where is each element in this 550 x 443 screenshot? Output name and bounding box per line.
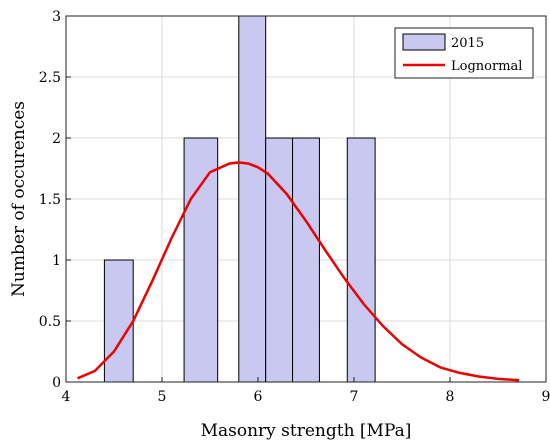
histogram-bar-1 bbox=[184, 138, 218, 382]
y-axis-label: Number of occurences bbox=[9, 101, 29, 297]
x-tick-label-2: 6 bbox=[254, 389, 263, 405]
x-tick-label-4: 8 bbox=[446, 389, 455, 405]
x-axis-label: Masonry strength [MPa] bbox=[201, 421, 412, 441]
legend: 2015 Lognormal bbox=[395, 28, 533, 78]
histogram-bar-4 bbox=[293, 138, 320, 382]
y-tick-label-0: 0 bbox=[52, 375, 61, 391]
y-tick-label-1: 0.5 bbox=[39, 314, 61, 330]
y-tick-label-4: 2 bbox=[52, 131, 61, 147]
x-tick-label-1: 5 bbox=[158, 389, 167, 405]
histogram-bar-2 bbox=[239, 16, 266, 382]
legend-label-2015: 2015 bbox=[451, 36, 484, 51]
x-tick-label-0: 4 bbox=[62, 389, 71, 405]
y-tick-label-6: 3 bbox=[52, 9, 61, 25]
y-tick-label-3: 1.5 bbox=[39, 192, 61, 208]
legend-label-lognormal: Lognormal bbox=[451, 59, 522, 74]
x-tick-label-5: 9 bbox=[542, 389, 550, 405]
y-tick-label-2: 1 bbox=[52, 253, 61, 269]
histogram-bar-5 bbox=[347, 138, 375, 382]
x-tick-label-3: 7 bbox=[350, 389, 359, 405]
histogram-bar-0 bbox=[104, 260, 133, 382]
legend-swatch-2015 bbox=[403, 34, 445, 50]
y-tick-label-5: 2.5 bbox=[39, 70, 61, 86]
